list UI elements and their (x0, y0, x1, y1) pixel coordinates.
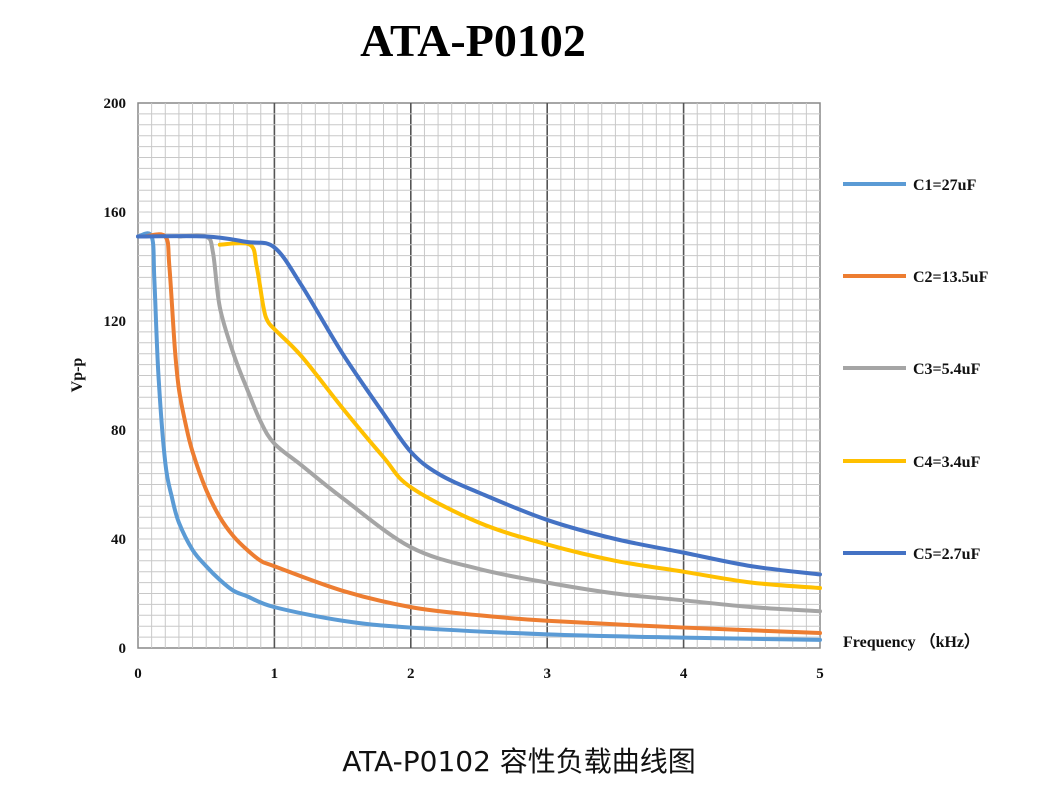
y-tick-label: 160 (104, 205, 127, 221)
series-line-c3 (176, 233, 822, 614)
x-tick-label: 1 (271, 666, 279, 682)
legend-label-c5: C5=2.7uF (913, 546, 981, 563)
tick-labels: 0 1 2 3 4 5 0 40 80 120 160 200 (104, 96, 824, 682)
grid (138, 103, 820, 648)
series-layer (136, 231, 822, 642)
x-tick-label: 4 (680, 666, 688, 682)
x-tick-label: 2 (407, 666, 415, 682)
x-tick-label: 5 (816, 666, 824, 682)
series-line-c2 (142, 232, 822, 636)
x-tick-label: 0 (134, 666, 142, 682)
capacitive-load-chart: ATA-P0102 0 1 2 3 4 5 0 40 80 120 160 200 Vp-p Freq… (69, 15, 989, 682)
legend: C1=27uF C2=13.5uF C3=5.4uF C4=3.4uF C5=2.7uF (843, 177, 989, 563)
y-tick-label: 120 (104, 314, 127, 330)
y-tick-label: 40 (111, 532, 126, 548)
x-tick-label: 3 (543, 666, 551, 682)
series-line-c5 (136, 234, 822, 577)
x-axis-label: Frequency （kHz） (843, 633, 980, 651)
legend-label-c4: C4=3.4uF (913, 454, 981, 471)
legend-label-c3: C3=5.4uF (913, 361, 981, 378)
series-line-c1 (136, 231, 822, 642)
chart-title: ATA-P0102 (360, 15, 586, 66)
y-tick-label: 80 (111, 423, 126, 439)
legend-label-c2: C2=13.5uF (913, 269, 989, 286)
y-tick-label: 200 (104, 96, 127, 112)
y-tick-label: 0 (119, 641, 127, 657)
y-axis-label: Vp-p (69, 358, 86, 393)
figure-caption: ATA-P0102 容性负载曲线图 (342, 745, 696, 778)
series-line-c4 (217, 241, 822, 591)
legend-label-c1: C1=27uF (913, 177, 977, 194)
